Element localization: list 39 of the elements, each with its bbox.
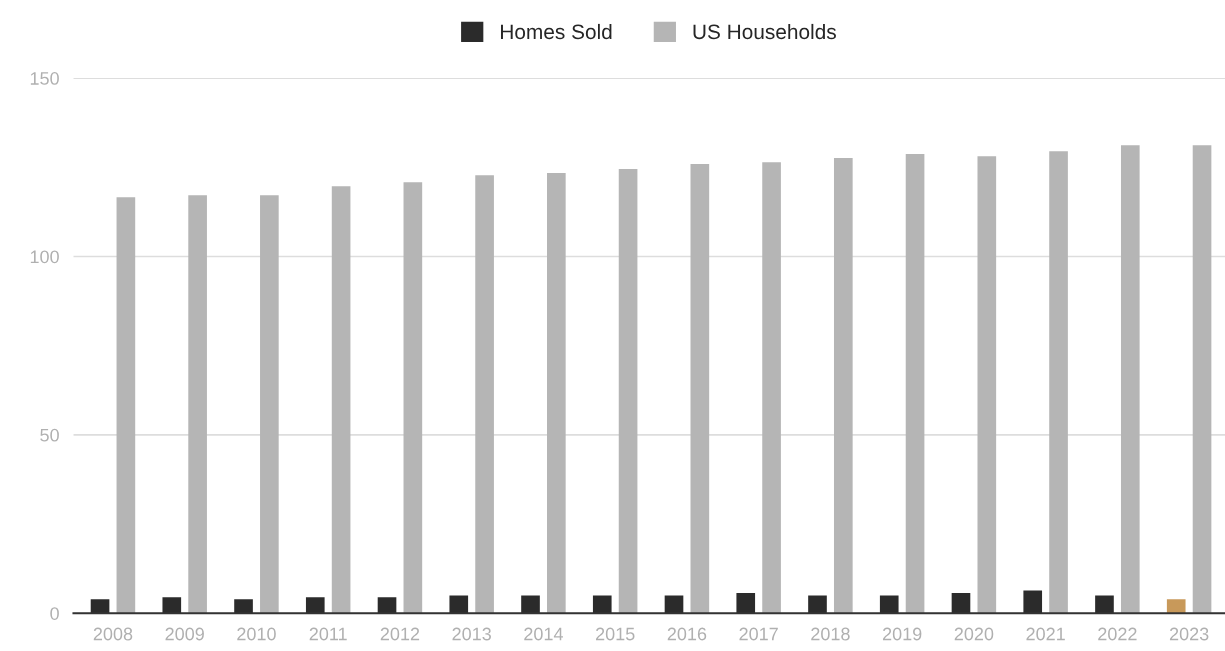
bar [762,162,781,614]
x-tick-label: 2012 [380,627,420,641]
bar [260,195,279,614]
x-tick-label: 2020 [954,627,994,641]
x-tick-label: 2014 [524,627,563,641]
y-tick-label: 50 [40,428,59,442]
bar [116,197,136,614]
x-tick-label: 2008 [93,627,133,641]
bar [905,154,925,614]
bar [618,169,638,614]
bar [188,195,207,614]
y-tick-label: 0 [50,607,59,620]
bar [1192,145,1212,614]
x-tick-label: 2023 [1169,627,1209,641]
bar [1120,145,1140,614]
x-tick-label: 2010 [237,627,276,641]
legend-label: US Households [693,23,836,40]
x-tick-label: 2013 [452,627,491,641]
bar [547,173,566,614]
bar [833,158,853,614]
x-tick-label: 2011 [309,627,347,641]
x-tick-label: 2015 [596,627,635,641]
bar [977,156,997,614]
y-tick-label: 150 [30,72,59,85]
bar [331,186,351,614]
x-tick-label: 2017 [739,627,778,641]
bar [690,164,710,614]
x-tick-label: 2019 [882,627,922,641]
legend-label: Homes Sold [501,23,612,40]
bar [403,182,423,614]
x-tick-label: 2021 [1026,627,1065,641]
bar [1049,151,1068,614]
x-tick-label: 2018 [811,627,850,641]
bar [475,175,494,614]
x-tick-label: 2016 [667,627,707,641]
x-tick-label: 2009 [165,627,204,641]
bar [1166,599,1186,614]
y-tick-label: 100 [30,250,59,264]
x-tick-label: 2022 [1098,627,1137,641]
